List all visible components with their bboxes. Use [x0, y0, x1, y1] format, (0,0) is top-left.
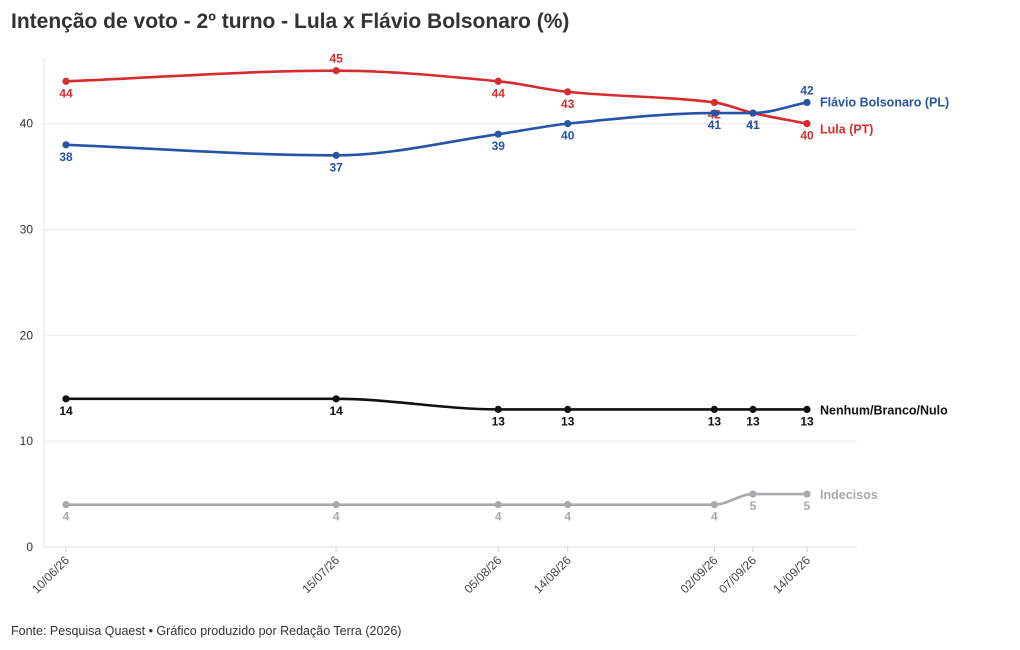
data-point: [564, 405, 572, 414]
series-line: [64, 397, 809, 411]
data-label: 42: [800, 83, 814, 97]
series-line: [64, 69, 809, 125]
source-note: Fonte: Pesquisa Quaest • Gráfico produzi…: [11, 624, 402, 638]
series-label: Flávio Bolsonaro (PL): [820, 95, 949, 109]
data-label: 4: [564, 510, 571, 524]
x-tick-label: 05/08/26: [461, 553, 504, 596]
data-point: [710, 98, 718, 107]
data-point: [564, 120, 572, 128]
data-point: [803, 120, 811, 128]
data-point: [332, 151, 340, 159]
data-label: 43: [561, 97, 575, 111]
data-label: 13: [800, 414, 814, 428]
x-tick-label: 02/09/26: [678, 553, 721, 596]
data-label: 38: [59, 150, 73, 164]
data-label: 5: [804, 499, 811, 513]
data-label: 45: [329, 52, 343, 66]
y-tick-label: 10: [20, 434, 34, 448]
data-point: [494, 130, 502, 138]
x-tick-label: 15/07/26: [299, 553, 342, 596]
x-tick-label: 14/09/26: [770, 553, 813, 596]
data-point: [332, 395, 340, 403]
data-point: [62, 141, 70, 149]
y-tick-label: 40: [20, 117, 34, 131]
y-tick-label: 30: [20, 222, 34, 236]
data-point: [803, 490, 811, 498]
data-label: 41: [708, 118, 722, 132]
data-label: 13: [492, 414, 506, 428]
series-line: [64, 101, 809, 157]
data-label: 4: [333, 510, 340, 524]
data-point: [494, 405, 502, 414]
data-point: [494, 501, 502, 509]
data-point: [62, 395, 70, 403]
x-tick-label: 07/09/26: [716, 553, 759, 596]
data-label: 40: [561, 129, 575, 143]
y-tick-label: 0: [26, 540, 33, 554]
data-point: [710, 501, 718, 509]
data-point: [749, 490, 757, 498]
data-label: 5: [750, 499, 757, 513]
data-point: [62, 77, 70, 85]
series-label: Nenhum/Branco/Nulo: [820, 403, 948, 417]
data-label: 13: [746, 414, 760, 428]
series-label: Lula (PT): [820, 123, 873, 137]
data-label: 14: [59, 404, 73, 418]
x-tick-label: 14/08/26: [531, 553, 574, 596]
data-label: 13: [708, 414, 722, 428]
data-label: 40: [800, 129, 814, 143]
series-line: [64, 492, 809, 506]
data-label: 41: [746, 118, 760, 132]
data-point: [564, 88, 572, 96]
data-label: 4: [63, 510, 70, 524]
data-label: 4: [495, 510, 502, 524]
data-point: [62, 501, 70, 509]
data-point: [494, 77, 502, 85]
data-label: 37: [329, 160, 343, 174]
data-label: 44: [492, 86, 506, 100]
series-label: Indecisos: [820, 488, 878, 502]
y-tick-label: 20: [20, 328, 34, 342]
data-label: 14: [329, 404, 343, 418]
data-point: [710, 109, 718, 117]
data-label: 4: [711, 510, 718, 524]
data-point: [803, 98, 811, 107]
data-point: [749, 109, 757, 117]
data-point: [710, 405, 718, 414]
data-label: 39: [492, 139, 506, 153]
chart-title: Intenção de voto - 2º turno - Lula x Flá…: [11, 10, 570, 33]
data-point: [749, 405, 757, 414]
data-point: [803, 405, 811, 414]
data-label: 41: [746, 118, 760, 132]
data-point: [332, 67, 340, 75]
data-label: 13: [561, 414, 575, 428]
data-point: [564, 501, 572, 509]
x-tick-label: 10/06/26: [29, 553, 72, 596]
data-point: [332, 501, 340, 509]
data-label: 44: [59, 86, 73, 100]
